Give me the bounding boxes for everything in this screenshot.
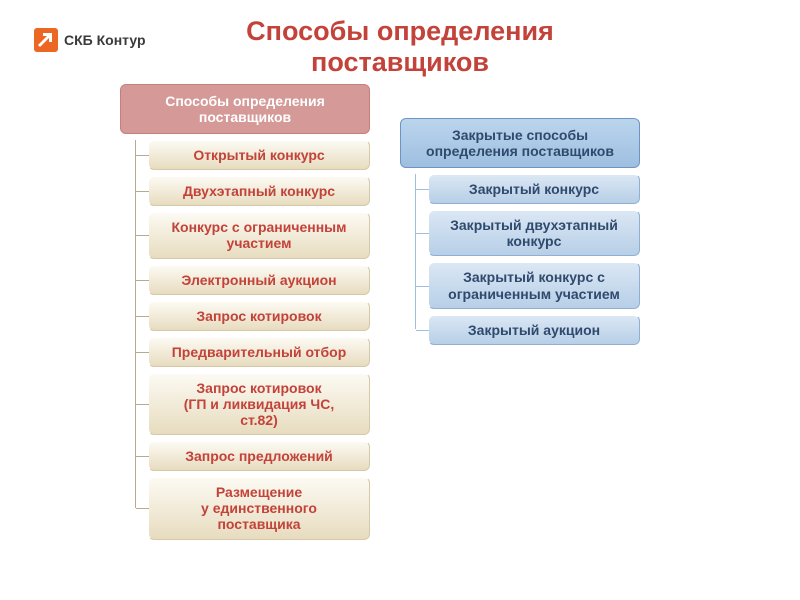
connector-h [136,155,149,156]
right-item-1-l2: конкурс [507,233,562,249]
left-item-6-l2: (ГП и ликвидация ЧС, [184,396,335,412]
connector-h [136,280,149,281]
connector-h [136,404,149,405]
left-item-6-l1: Запрос котировок [196,380,321,396]
right-item-0-text: Закрытый конкурс [469,181,599,197]
right-header-line1: Закрытые способы [452,127,588,143]
left-item-2-l1: Конкурс с ограниченным [172,219,347,235]
connector-h [136,456,149,457]
left-item-8-l3: поставщика [217,516,300,532]
page-title-line1: Способы определения [246,16,554,46]
connector-h [136,352,149,353]
left-item-2-l2: участием [227,235,292,251]
left-item-8: Размещениеу единственногопоставщика [148,477,370,539]
left-item-4-text: Запрос котировок [196,308,321,324]
connector-h [416,233,429,234]
connector-h [416,189,429,190]
left-item-3-text: Электронный аукцион [181,272,336,288]
left-item-8-l1: Размещение [216,484,302,500]
connector-h [416,286,429,287]
left-item-1: Двухэтапный конкурс [148,176,370,206]
left-item-5: Предварительный отбор [148,337,370,367]
right-item-0: Закрытый конкурс [428,174,640,204]
left-tree: Способы определения поставщиков Открытый… [120,84,370,540]
left-item-0-text: Открытый конкурс [193,147,324,163]
right-item-2: Закрытый конкурс сограниченным участием [428,262,640,308]
connector-h [136,191,149,192]
left-item-3: Электронный аукцион [148,265,370,295]
left-item-7: Запрос предложений [148,441,370,471]
right-tree-children: Закрытый конкурс Закрытый двухэтапныйкон… [400,174,640,345]
left-item-8-l2: у единственного [201,500,317,516]
left-item-6: Запрос котировок(ГП и ликвидация ЧС,ст.8… [148,373,370,435]
left-item-2: Конкурс с ограниченнымучастием [148,212,370,258]
connector-h [136,316,149,317]
left-item-6-l3: ст.82) [240,412,278,428]
right-item-3-text: Закрытый аукцион [468,322,600,338]
page-title: Способы определения поставщиков [0,16,800,78]
right-tree: Закрытые способы определения поставщиков… [400,118,640,345]
left-item-1-text: Двухэтапный конкурс [183,183,335,199]
page-title-line2: поставщиков [311,47,489,77]
connector-h [136,508,149,509]
left-tree-header: Способы определения поставщиков [120,84,370,134]
left-item-0: Открытый конкурс [148,140,370,170]
right-tree-header: Закрытые способы определения поставщиков [400,118,640,168]
left-tree-children: Открытый конкурс Двухэтапный конкурс Кон… [120,140,370,539]
right-item-1: Закрытый двухэтапныйконкурс [428,210,640,256]
left-header-line2: поставщиков [199,109,291,125]
right-header-line2: определения поставщиков [426,143,614,159]
right-item-3: Закрытый аукцион [428,315,640,345]
connector-h [416,330,429,331]
connector-h [136,235,149,236]
right-tree-vline [415,174,416,329]
right-item-2-l2: ограниченным участием [448,286,620,302]
right-item-2-l1: Закрытый конкурс с [463,269,605,285]
left-item-7-text: Запрос предложений [185,448,333,464]
left-tree-vline [135,140,136,508]
left-item-4: Запрос котировок [148,301,370,331]
left-header-line1: Способы определения [165,93,325,109]
left-item-5-text: Предварительный отбор [172,344,347,360]
right-item-1-l1: Закрытый двухэтапный [450,217,618,233]
